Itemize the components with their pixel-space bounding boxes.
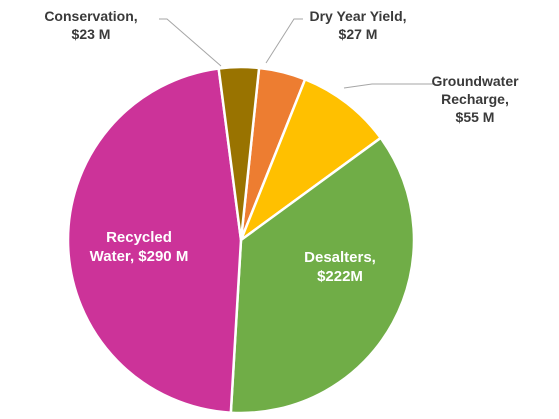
pie-slice-recycled-water	[66, 67, 243, 414]
slice-label-line: $222M	[317, 268, 363, 285]
leader-lines	[159, 18, 434, 89]
slice-label-line: Dry Year Yield,	[309, 8, 406, 24]
leader-line-groundwater-recharge	[343, 83, 434, 89]
slice-label-line: $55 M	[456, 109, 495, 125]
slice-label-line: $27 M	[339, 26, 378, 42]
slice-label-conservation: Conservation, $23 M	[44, 8, 137, 42]
slice-label-line: Groundwater	[431, 73, 519, 89]
slice-label-line: Conservation,	[44, 8, 137, 24]
slice-label-line: $23 M	[72, 26, 111, 42]
slice-label-line: Recycled	[106, 229, 172, 246]
pie-slices	[66, 65, 416, 415]
slice-label-line: Recharge,	[441, 91, 509, 107]
slice-label-dry-year-yield: Dry Year Yield, $27 M	[309, 8, 406, 42]
slice-label-desalters: Desalters, $222M	[304, 249, 376, 285]
slice-label-recycled-water: Recycled Water, $290 M	[90, 229, 189, 265]
leader-line-conservation	[159, 18, 222, 67]
slice-labels: Dry Year Yield, $27 M Groundwater Recharge,…	[44, 8, 519, 285]
pie-slice-groundwater-recharge	[239, 78, 382, 242]
pie-slice-conservation	[217, 65, 261, 242]
slice-label-groundwater-recharge: Groundwater Recharge, $55 M	[431, 73, 519, 125]
slice-label-line: Water, $290 M	[90, 248, 189, 265]
slice-label-line: Desalters,	[304, 249, 376, 266]
pie-slice-desalters	[229, 136, 416, 415]
leader-line-dry-year-yield	[265, 18, 303, 64]
